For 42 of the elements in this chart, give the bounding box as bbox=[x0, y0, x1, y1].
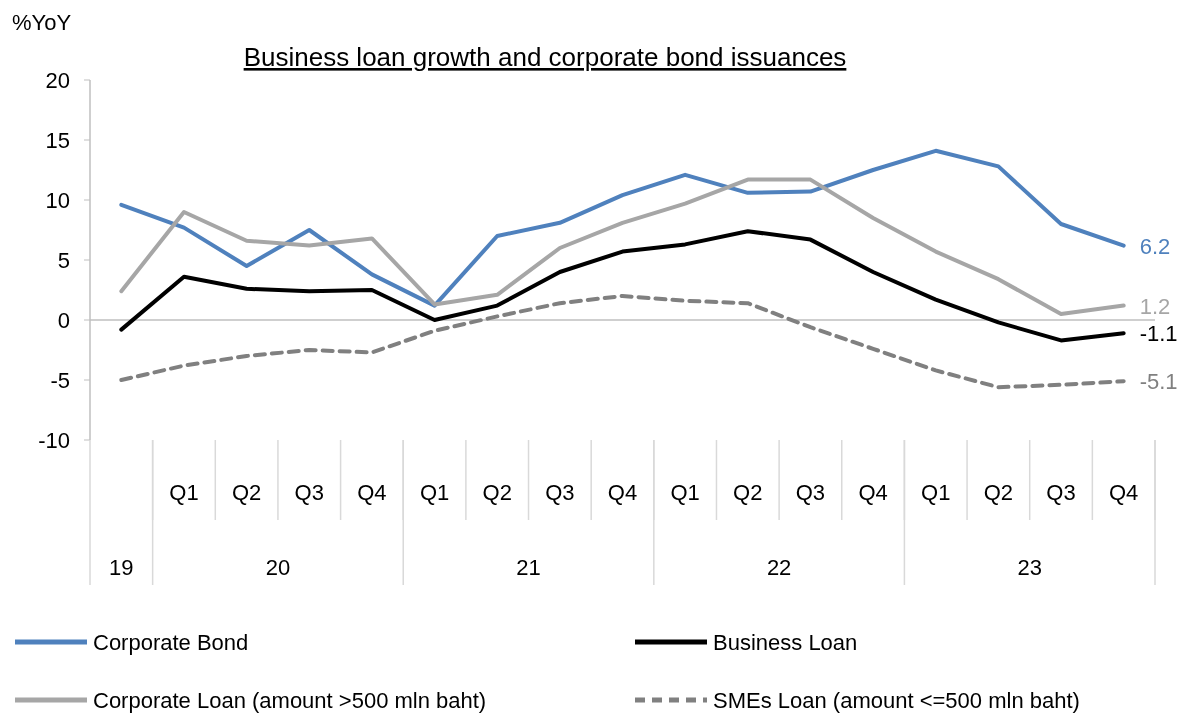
y-tick-label: -10 bbox=[38, 428, 70, 453]
x-tick-label: Q4 bbox=[1109, 480, 1139, 505]
x-tick-label: Q1 bbox=[921, 480, 951, 505]
x-tick-label: Q1 bbox=[169, 480, 199, 505]
data-label: 6.2 bbox=[1139, 233, 1171, 259]
data-label: -5.1 bbox=[1139, 369, 1178, 395]
text: 21 bbox=[516, 555, 541, 580]
legend-label: SMEs Loan (amount <=500 mln baht) bbox=[713, 688, 1080, 713]
legend-label: Business Loan bbox=[713, 630, 858, 655]
x-tick-label: Q4 bbox=[607, 480, 638, 505]
y-tick-label: -5 bbox=[50, 368, 70, 393]
x-tick-label: Q3 bbox=[1046, 480, 1076, 505]
y-tick-label: 10 bbox=[45, 188, 70, 213]
x-tick-label: Q2 bbox=[983, 480, 1014, 505]
x-tick-label: Q3 bbox=[294, 480, 324, 505]
chart-title: Business loan growth and corporate bond issuances bbox=[243, 42, 847, 72]
text: 20 bbox=[265, 555, 291, 580]
text: 22 bbox=[766, 555, 792, 580]
text: 23 bbox=[1017, 555, 1042, 580]
line-series bbox=[119, 229, 1126, 343]
y-tick-label: 15 bbox=[45, 128, 70, 153]
x-tick-label: Q4 bbox=[858, 480, 888, 505]
line-series bbox=[119, 177, 1126, 316]
legend-label: Corporate Bond bbox=[93, 630, 249, 655]
y-axis-title: %YoY bbox=[12, 10, 72, 35]
x-tick-label: Q2 bbox=[482, 480, 512, 505]
x-tick-label: Q1 bbox=[670, 480, 700, 505]
line-series bbox=[119, 148, 1126, 308]
line-series bbox=[119, 294, 1126, 390]
x-tick-label: Q4 bbox=[357, 480, 387, 505]
data-label: 1.2 bbox=[1139, 293, 1171, 319]
data-label: -1.1 bbox=[1139, 321, 1178, 347]
x-tick-label: Q1 bbox=[419, 480, 450, 505]
text: 19 bbox=[109, 555, 134, 580]
x-tick-label: Q3 bbox=[795, 480, 826, 505]
y-tick-label: 5 bbox=[57, 248, 70, 273]
legend-label: Corporate Loan (amount >500 mln baht) bbox=[93, 688, 487, 713]
x-tick-label: Q3 bbox=[545, 480, 575, 505]
y-tick-label: 0 bbox=[57, 308, 70, 333]
x-tick-label: Q2 bbox=[231, 480, 262, 505]
x-tick-label: Q2 bbox=[733, 480, 763, 505]
y-tick-label: 20 bbox=[45, 68, 70, 93]
